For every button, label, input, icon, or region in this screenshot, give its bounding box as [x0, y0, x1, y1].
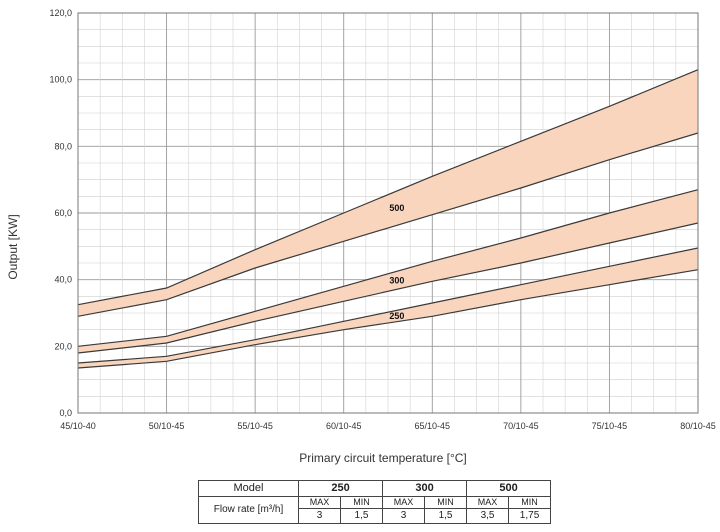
axes: 0,0 20,0 40,0 60,0 80,0 100,0 120,0 45/10-40 50/…	[49, 8, 715, 431]
x-tick-label: 55/10-45	[237, 421, 273, 431]
x-tick-label: 80/10-45	[680, 421, 716, 431]
band-300-max-line	[77, 189, 699, 347]
band-300-min-line	[77, 222, 699, 354]
y-tick-label: 60,0	[54, 208, 72, 218]
output-chart: 500 300 250 0,0 20,0 40,0 60,0 80,0 100,0 120,0 4…	[6, 8, 716, 465]
table-header-row: Model 250 300 500	[198, 480, 552, 497]
max-label-250: MAX	[298, 496, 341, 509]
band-250-max-line	[77, 247, 699, 364]
model-500: 500	[466, 480, 552, 497]
bands: 500 300 250	[77, 69, 699, 369]
model-250: 250	[297, 480, 384, 497]
x-tick-label: 45/10-40	[60, 421, 96, 431]
model-300: 300	[382, 480, 468, 497]
x-tick-label: 65/10-45	[415, 421, 451, 431]
max-label-300: MAX	[382, 496, 426, 509]
table-value-row: 3 1,5 3 1,5 3,5 1,75	[199, 508, 552, 524]
band-500-min-line	[77, 132, 699, 317]
min-label-250: MIN	[339, 496, 384, 509]
y-tick-label: 20,0	[54, 341, 72, 351]
plot-frame	[77, 12, 699, 414]
max-value-250: 3	[298, 508, 341, 524]
y-tick-label: 0,0	[59, 408, 72, 418]
band-label-500: 500	[389, 203, 404, 213]
model-label: Model	[198, 480, 299, 497]
y-axis-title: Output [KW]	[6, 214, 20, 279]
x-tick-label: 60/10-45	[326, 421, 362, 431]
band-500-max-line	[77, 69, 699, 306]
min-label-300: MIN	[424, 496, 468, 509]
band-250-min-line	[77, 269, 699, 369]
min-value-300: 1,5	[424, 508, 468, 524]
flow-rate-table: Model 250 300 500 Flow rate [m³/h] MAX M…	[198, 480, 552, 524]
y-tick-label: 40,0	[54, 275, 72, 285]
x-tick-label: 75/10-45	[592, 421, 628, 431]
x-tick-label: 50/10-45	[149, 421, 185, 431]
max-value-500: 3,5	[466, 508, 510, 524]
x-tick-label: 70/10-45	[503, 421, 539, 431]
flow-rate-label: Flow rate [m³/h]	[198, 496, 299, 524]
max-value-300: 3	[382, 508, 426, 524]
x-axis-title: Primary circuit temperature [°C]	[299, 451, 467, 465]
y-tick-label: 120,0	[49, 8, 72, 18]
max-label-500: MAX	[466, 496, 510, 509]
band-label-250: 250	[389, 311, 404, 321]
y-tick-label: 80,0	[54, 141, 72, 151]
min-label-500: MIN	[508, 496, 552, 509]
y-tick-label: 100,0	[49, 75, 72, 85]
min-value-250: 1,5	[339, 508, 384, 524]
table-sub-row: Flow rate [m³/h] MAX MIN MAX MIN MAX MIN	[198, 496, 552, 524]
band-label-300: 300	[389, 275, 404, 285]
min-value-500: 1,75	[508, 508, 552, 524]
